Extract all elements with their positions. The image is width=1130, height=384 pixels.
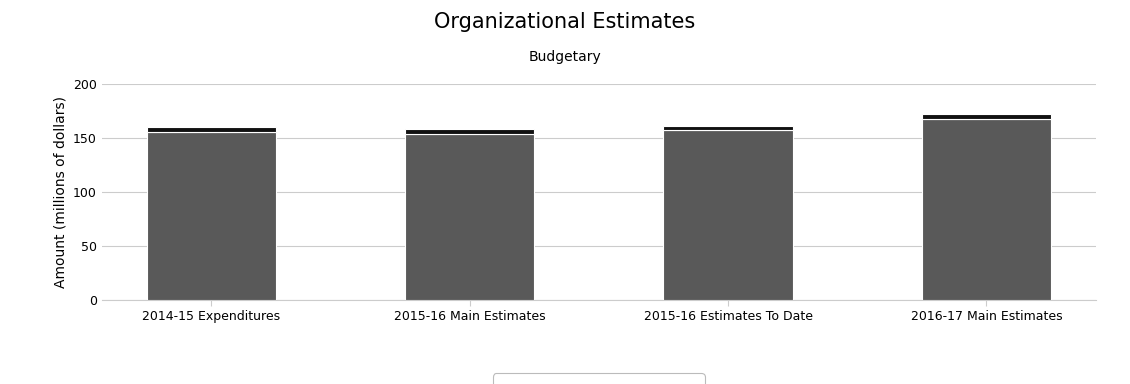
Text: Organizational Estimates: Organizational Estimates — [434, 12, 696, 31]
Bar — [147, 132, 276, 300]
Bar — [406, 134, 534, 300]
Text: Budgetary: Budgetary — [529, 50, 601, 64]
Y-axis label: Amount (millions of dollars): Amount (millions of dollars) — [53, 96, 68, 288]
Bar — [147, 127, 276, 132]
Bar — [663, 126, 792, 130]
Bar — [406, 129, 534, 134]
Bar — [922, 114, 1051, 119]
Bar — [922, 119, 1051, 300]
Bar — [663, 130, 792, 300]
Legend: Total Statutory, Voted: Total Statutory, Voted — [496, 377, 702, 384]
